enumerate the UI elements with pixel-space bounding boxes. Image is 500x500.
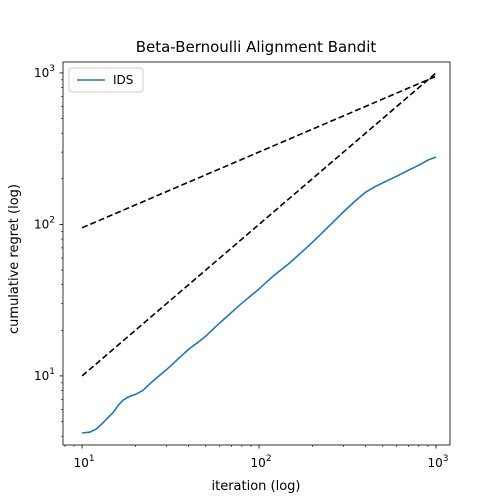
chart-title: Beta-Bernoulli Alignment Bandit [136, 38, 377, 56]
reference-line-1 [81, 75, 437, 229]
x-tick-label: 102 [251, 454, 272, 470]
legend-box [68, 67, 144, 93]
x-tick-label: 101 [74, 454, 95, 470]
x-tick-label: 103 [427, 454, 448, 470]
y-axis-label: cumulative regret (log) [7, 184, 22, 334]
y-tick-label: 101 [34, 367, 55, 383]
plot-area: 101 102 103 101 102 103 IDS [34, 61, 451, 470]
reference-line-2 [81, 72, 437, 377]
axes-frame [62, 61, 451, 446]
y-tick-label: 102 [34, 215, 55, 231]
series-line-ids [82, 156, 437, 434]
x-axis-label: iteration (log) [211, 479, 300, 494]
legend-label-ids: IDS [113, 73, 133, 87]
y-tick-label: 103 [34, 64, 55, 80]
